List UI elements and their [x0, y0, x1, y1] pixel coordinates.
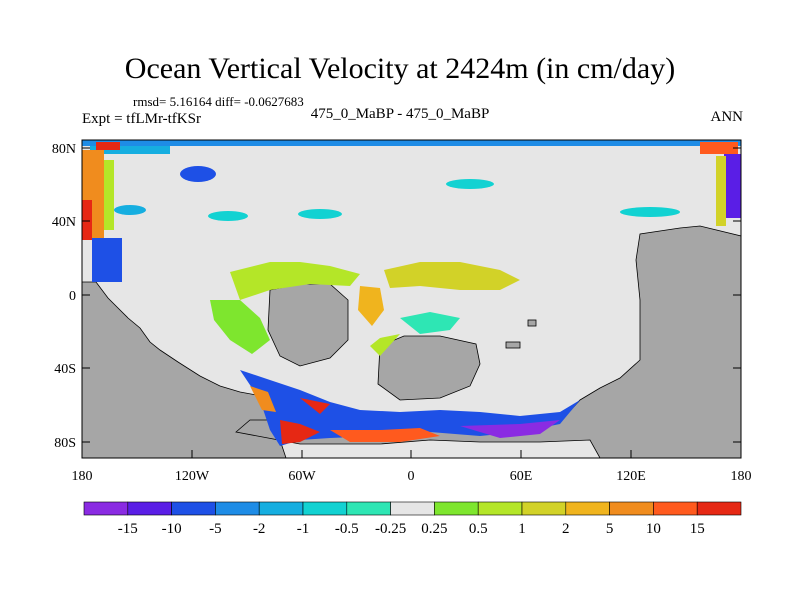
anomaly-region: [298, 209, 342, 219]
velocity-anomalies: [82, 140, 741, 446]
colorbar-swatch: [171, 501, 216, 516]
anomaly-region: [180, 166, 216, 182]
anomaly-region: [230, 262, 360, 300]
lon-label: 120W: [175, 469, 210, 484]
colorbar-label: -5: [209, 521, 222, 537]
anomaly-region: [210, 300, 270, 354]
lat-label: 40N: [52, 215, 76, 230]
anomaly-region: [400, 312, 460, 334]
lon-label: 180: [731, 469, 752, 484]
lon-label: 60E: [510, 469, 533, 484]
colorbar-swatch: [434, 501, 479, 516]
colorbar: [83, 501, 742, 516]
colorbar-swatch: [390, 501, 435, 516]
chart-title: Ocean Vertical Velocity at 2424m (in cm/…: [124, 52, 676, 85]
lat-label: 80N: [52, 142, 76, 157]
subtitle: 475_0_MaBP - 475_0_MaBP: [310, 106, 490, 122]
land-east-block: [377, 335, 481, 401]
colorbar-label: 10: [646, 521, 661, 537]
colorbar-label: 0.25: [421, 521, 447, 537]
anomaly-region: [114, 205, 146, 215]
colorbar-swatch: [302, 501, 348, 516]
season-label: ANN: [710, 109, 744, 125]
colorbar-swatch: [653, 501, 698, 516]
lon-label: 120E: [616, 469, 646, 484]
colorbar-swatch: [696, 501, 742, 516]
anomaly-region: [370, 334, 400, 356]
land-masses: [81, 225, 742, 459]
colorbar-label: -15: [118, 521, 138, 537]
anomaly-region: [96, 142, 120, 150]
anomaly-region: [700, 142, 738, 154]
lon-label: 60W: [288, 469, 316, 484]
colorbar-label: 15: [690, 521, 705, 537]
anomaly-region: [92, 238, 122, 282]
colorbar-label: -2: [253, 521, 266, 537]
anomaly-region: [82, 140, 741, 146]
colorbar-swatch: [346, 501, 391, 516]
colorbar-swatch: [565, 501, 610, 516]
colorbar-swatch: [258, 501, 304, 516]
lon-label: 0: [408, 469, 415, 484]
colorbar-swatch: [215, 501, 260, 516]
experiment-label: Expt = tfLMr-tfKSr: [82, 111, 201, 127]
land-island: [527, 319, 537, 327]
lat-label: 0: [69, 289, 76, 304]
colorbar-label: 1: [518, 521, 526, 537]
colorbar-swatch: [477, 501, 523, 516]
anomaly-region: [384, 262, 520, 290]
lat-label: 80S: [54, 436, 76, 451]
anomaly-region: [104, 160, 114, 230]
colorbar-swatch: [609, 501, 654, 516]
colorbar-label: 5: [606, 521, 614, 537]
colorbar-label: -0.25: [375, 521, 406, 537]
anomaly-region: [300, 398, 330, 414]
colorbar-labels: -15 -10 -5 -2 -1 -0.5 -0.25 0.25 0.5 1 2 5 10 15: [118, 521, 705, 537]
stats-text: rmsd= 5.16164 diff= -0.0627683: [133, 94, 304, 109]
land-island: [505, 341, 521, 349]
colorbar-swatch: [521, 501, 567, 516]
anomaly-region: [82, 200, 92, 240]
anomaly-region: [716, 156, 726, 226]
lon-label: 180: [72, 469, 93, 484]
colorbar-label: -10: [162, 521, 182, 537]
anomaly-region: [90, 146, 170, 154]
anomaly-region: [330, 428, 440, 442]
colorbar-label: 2: [562, 521, 570, 537]
colorbar-swatch: [127, 501, 172, 516]
lat-label: 40S: [54, 362, 76, 377]
colorbar-swatch: [83, 501, 129, 516]
anomaly-region: [358, 286, 384, 326]
anomaly-region: [460, 420, 560, 438]
colorbar-label: -0.5: [335, 521, 359, 537]
anomaly-region: [620, 207, 680, 217]
anomaly-region: [250, 386, 276, 412]
colorbar-label: 0.5: [469, 521, 488, 537]
anomaly-region: [208, 211, 248, 221]
colorbar-label: -1: [297, 521, 310, 537]
anomaly-region: [446, 179, 494, 189]
anomaly-region: [280, 420, 320, 444]
anomaly-region: [724, 154, 741, 218]
